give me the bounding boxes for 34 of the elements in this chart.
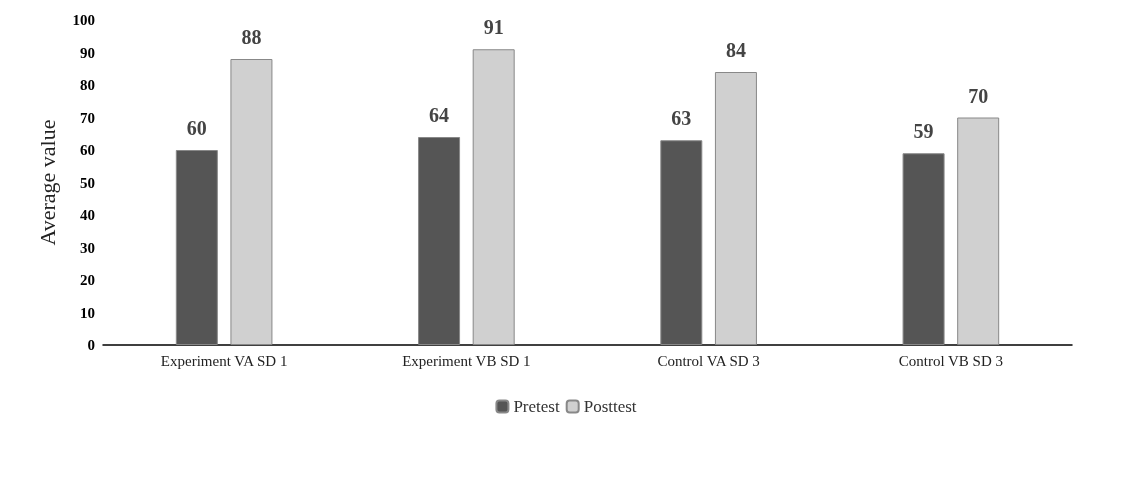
bar (472, 49, 515, 345)
data-label: 59 (913, 120, 934, 143)
data-label: 63 (671, 107, 692, 130)
data-label: 91 (483, 16, 504, 39)
y-tick-label: 50 (80, 174, 95, 191)
y-tick-label: 30 (80, 239, 95, 256)
bar (175, 150, 218, 345)
y-tick-label: 80 (80, 77, 95, 93)
y-tick-label: 0 (87, 337, 95, 353)
y-tick-label: 90 (80, 44, 95, 61)
y-tick-label: 60 (80, 142, 95, 158)
y-tick-label: 20 (80, 272, 95, 288)
data-label: 84 (725, 39, 746, 61)
bar (957, 117, 1000, 345)
x-tick-label: Experiment VA SD 1 (160, 352, 288, 369)
data-label: 70 (968, 84, 989, 107)
data-label: 88 (241, 26, 262, 48)
bar (714, 72, 757, 345)
bar (660, 140, 703, 345)
x-tick-label: Control VB SD 3 (898, 352, 1004, 369)
y-axis-title: Average value (34, 119, 60, 246)
legend-label: Posttest (583, 397, 637, 416)
x-tick-label: Experiment VB SD 1 (402, 352, 531, 369)
y-tick-label: 40 (80, 207, 95, 223)
data-label: 64 (429, 104, 450, 126)
y-tick-label: 70 (80, 109, 95, 126)
x-tick-label: Control VA SD 3 (657, 352, 760, 369)
data-label: 60 (186, 117, 207, 139)
y-tick-label: 100 (72, 12, 95, 28)
bar (230, 59, 273, 345)
bar (902, 153, 945, 345)
y-tick-label: 10 (80, 304, 95, 321)
legend-label: Pretest (513, 397, 560, 416)
bar (418, 137, 461, 345)
